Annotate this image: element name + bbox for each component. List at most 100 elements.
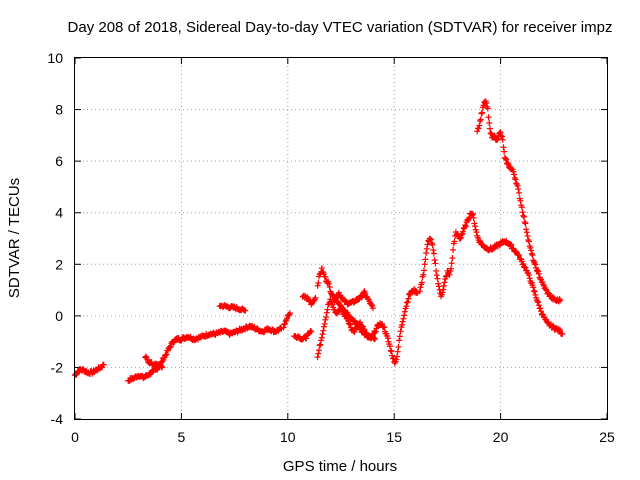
y-axis-title: SDTVAR / TECUs <box>6 178 23 298</box>
data-point <box>469 210 476 217</box>
data-point <box>368 335 375 342</box>
data-point <box>399 321 406 328</box>
data-point <box>504 159 511 166</box>
data-point <box>159 364 166 371</box>
data-point <box>523 229 530 236</box>
data-point <box>401 308 408 315</box>
data-point <box>472 223 479 230</box>
data-point <box>158 363 165 370</box>
data-point <box>368 301 375 308</box>
data-point <box>393 356 400 363</box>
data-point <box>532 291 539 298</box>
data-point <box>460 228 467 235</box>
data-point <box>403 303 410 310</box>
data-point <box>394 348 401 355</box>
data-point <box>499 136 506 143</box>
data-point <box>531 288 538 295</box>
data-point <box>521 219 528 226</box>
y-tick-label: 6 <box>55 153 63 169</box>
data-points <box>72 98 566 385</box>
data-point <box>450 246 457 253</box>
data-point <box>457 235 464 242</box>
data-point <box>477 117 484 124</box>
data-point <box>429 241 436 248</box>
data-point <box>471 220 478 227</box>
data-point <box>281 320 288 327</box>
data-point <box>433 272 440 279</box>
data-point <box>510 168 517 175</box>
data-point <box>500 144 507 151</box>
y-tick-label: 8 <box>55 102 63 118</box>
y-tick-label: 2 <box>55 256 63 272</box>
data-point <box>524 232 531 239</box>
data-point <box>318 265 325 272</box>
data-point <box>386 343 393 350</box>
data-point <box>421 261 428 268</box>
data-point <box>447 265 454 272</box>
data-point <box>449 255 456 262</box>
data-point <box>314 354 321 361</box>
data-point <box>423 245 430 252</box>
data-point <box>537 305 544 312</box>
data-point <box>515 186 522 193</box>
data-point <box>396 333 403 340</box>
data-point <box>333 295 340 302</box>
x-tick-label: 10 <box>280 429 296 445</box>
data-point <box>528 250 535 257</box>
data-point <box>462 222 469 229</box>
data-point <box>550 322 557 329</box>
data-point <box>395 344 402 351</box>
data-point <box>439 289 446 296</box>
data-point <box>420 271 427 278</box>
data-point <box>516 252 523 259</box>
data-point <box>516 189 523 196</box>
data-point <box>369 305 376 312</box>
data-point <box>430 246 437 253</box>
data-point <box>479 109 486 116</box>
data-point <box>557 327 564 334</box>
data-point <box>535 302 542 309</box>
data-point <box>534 298 541 305</box>
data-point <box>312 294 319 301</box>
data-point <box>242 307 249 314</box>
data-point <box>357 319 364 326</box>
data-point <box>511 171 518 178</box>
data-point <box>529 252 536 259</box>
data-point <box>396 337 403 344</box>
data-point <box>403 299 410 306</box>
data-point <box>537 275 544 282</box>
data-point <box>372 336 379 343</box>
data-point <box>435 280 442 287</box>
data-point <box>525 238 532 245</box>
data-point <box>387 347 394 354</box>
data-point <box>405 295 412 302</box>
data-point <box>556 296 563 303</box>
data-point <box>399 318 406 325</box>
data-point <box>320 327 327 334</box>
data-point <box>476 122 483 129</box>
data-point <box>372 328 379 335</box>
data-point <box>325 280 332 287</box>
data-point <box>422 256 429 263</box>
data-point <box>530 287 537 294</box>
data-point <box>451 238 458 245</box>
data-point <box>322 316 329 323</box>
y-tick-label: 0 <box>55 308 63 324</box>
data-point <box>486 120 493 127</box>
data-point <box>303 335 310 342</box>
data-point <box>473 229 480 236</box>
data-point <box>498 132 505 139</box>
data-point <box>347 321 354 328</box>
data-point <box>433 267 440 274</box>
data-point <box>491 132 498 139</box>
data-point <box>503 156 510 163</box>
data-point <box>423 250 430 257</box>
data-point <box>499 133 506 140</box>
data-point <box>502 155 509 162</box>
data-point <box>418 279 425 286</box>
data-point <box>431 257 438 264</box>
data-point <box>520 212 527 219</box>
data-point <box>519 209 526 216</box>
tick-labels: 0 5 10 15 20 25 -4 -2 0 2 4 6 8 10 <box>47 50 615 445</box>
